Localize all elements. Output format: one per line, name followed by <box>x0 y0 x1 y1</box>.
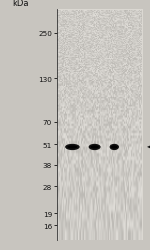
Text: kDa: kDa <box>13 0 29 8</box>
Ellipse shape <box>67 146 78 149</box>
Ellipse shape <box>89 144 101 150</box>
Ellipse shape <box>110 144 119 150</box>
Ellipse shape <box>65 144 80 150</box>
Ellipse shape <box>111 146 118 149</box>
Ellipse shape <box>90 146 99 149</box>
